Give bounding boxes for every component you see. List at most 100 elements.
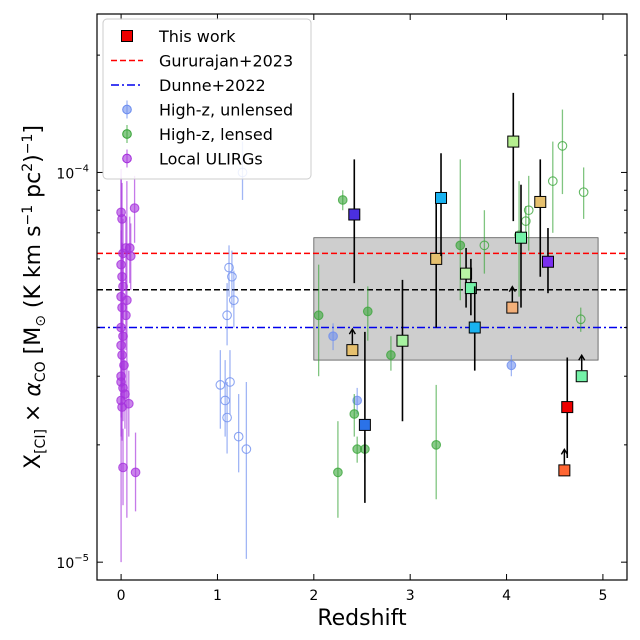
high-z-lensed-marker (431, 439, 442, 450)
high-z-lensed-marker (523, 205, 534, 216)
y-axis-title: X[CI] × αCO [M⊙ (K km s−1 pc2)−1] (20, 125, 49, 469)
legend-circle-icon (122, 153, 132, 164)
this-work-marker (561, 401, 574, 414)
local-ulirgs-point (116, 169, 126, 563)
this-work-point (430, 203, 443, 328)
this-work-point (515, 184, 527, 308)
x-tick-label: 4 (502, 588, 511, 604)
this-work-marker (430, 252, 443, 265)
high-z-lensed-marker (575, 314, 586, 325)
legend-entry: Local ULIRGs (122, 149, 263, 169)
legend-entry: Gururajan+2023 (111, 52, 293, 71)
legend-label: High-z, lensed (159, 125, 273, 144)
local-ulirgs-marker (119, 360, 129, 371)
local-ulirgs-point (122, 181, 132, 518)
this-work-marker (460, 267, 473, 280)
high-z-lensed-point (431, 384, 442, 500)
high-z-unlensed-marker (328, 331, 338, 342)
y-tick-label: 10−5 (56, 553, 89, 572)
high-z-lensed-marker (479, 240, 490, 251)
local-ulirgs-point (124, 216, 135, 284)
this-work-point (468, 286, 481, 371)
high-z-unlensed-marker (228, 295, 239, 306)
high-z-lensed-marker (578, 187, 589, 198)
local-ulirgs-marker (129, 203, 140, 213)
high-z-lensed-marker (386, 350, 396, 360)
local-ulirgs-marker (123, 398, 134, 409)
x-tick-label: 5 (598, 588, 607, 604)
this-work-point (506, 285, 519, 314)
shaded-region (313, 237, 599, 361)
this-work-point (346, 327, 359, 357)
this-work-point (435, 153, 448, 257)
legend-label: Local ULIRGs (159, 150, 263, 169)
high-z-lensed-point (313, 264, 324, 377)
x-tick-label: 2 (309, 588, 318, 604)
local-ulirgs-marker (117, 214, 127, 224)
local-ulirgs-marker (125, 251, 136, 261)
local-ulirgs-marker (118, 462, 128, 473)
local-ulirgs-marker (130, 467, 141, 478)
this-work-point (396, 279, 409, 422)
this-work-point (541, 228, 554, 294)
x-tick-label: 3 (406, 588, 415, 604)
high-z-lensed-point (362, 286, 373, 341)
high-z-unlensed-point (220, 360, 231, 437)
local-ulirgs-point (129, 175, 140, 243)
local-ulirgs-marker (118, 331, 128, 342)
legend-entry: High-z, lensed (122, 125, 273, 144)
legend-square-icon (121, 30, 133, 42)
legend-label: This work (158, 27, 236, 46)
this-work-marker (435, 191, 448, 204)
high-z-unlensed-point (222, 381, 232, 454)
legend-entry: Dunne+2022 (111, 76, 266, 95)
legend-circle-icon (122, 104, 132, 115)
local-ulirgs-marker (117, 350, 127, 360)
high-z-unlensed-marker (224, 262, 234, 273)
high-z-lensed-point (479, 210, 490, 274)
legend-box (102, 18, 312, 180)
x-tick-label: 1 (213, 588, 222, 604)
high-z-unlensed-marker (225, 377, 235, 387)
high-z-lensed-point (333, 421, 343, 518)
y-tick-label: 10−4 (56, 163, 89, 182)
upper-arrow-head (348, 327, 356, 335)
high-z-lensed-marker (349, 409, 360, 419)
high-z-unlensed-marker (227, 271, 237, 282)
this-work-marker (541, 255, 554, 268)
high-z-lensed-point (349, 394, 360, 437)
this-work-point (348, 159, 361, 284)
this-work-marker (506, 301, 519, 314)
high-z-lensed-point (386, 336, 396, 371)
this-work-point (561, 357, 574, 459)
this-work-marker (346, 344, 359, 357)
this-work-marker (358, 418, 371, 431)
high-z-lensed-marker (557, 141, 568, 151)
local-ulirgs-point (125, 223, 136, 290)
y-axis: 10−4 10−5 (56, 54, 627, 581)
x-axis: 0 1 2 3 4 5 (117, 14, 607, 604)
high-z-unlensed-point (241, 381, 252, 559)
high-z-unlensed-point (224, 245, 234, 297)
high-z-lensed-marker (362, 306, 373, 317)
this-work-marker (396, 334, 409, 347)
high-z-unlensed-marker (222, 412, 232, 423)
local-ulirgs-point (123, 370, 134, 437)
legend-circle-icon (122, 129, 132, 139)
legend: This work Gururajan+2023 Dunne+2022 High-z,… (102, 18, 312, 180)
high-z-unlensed-point (228, 270, 239, 328)
upper-arrow-head (578, 353, 586, 361)
x-axis-title: Redshift (317, 606, 407, 631)
high-z-unlensed-point (222, 283, 232, 346)
local-ulirgs-point (118, 428, 128, 506)
this-work-marker (558, 464, 571, 477)
this-work-point (507, 92, 520, 222)
this-work-point (464, 258, 477, 316)
this-work-marker (464, 282, 477, 295)
local-ulirgs-marker (122, 295, 132, 306)
high-z-unlensed-point (352, 387, 363, 414)
legend-label: High-z, unlensed (159, 101, 293, 120)
high-z-unlensed-point (227, 250, 237, 308)
high-z-lensed-point (523, 175, 534, 251)
